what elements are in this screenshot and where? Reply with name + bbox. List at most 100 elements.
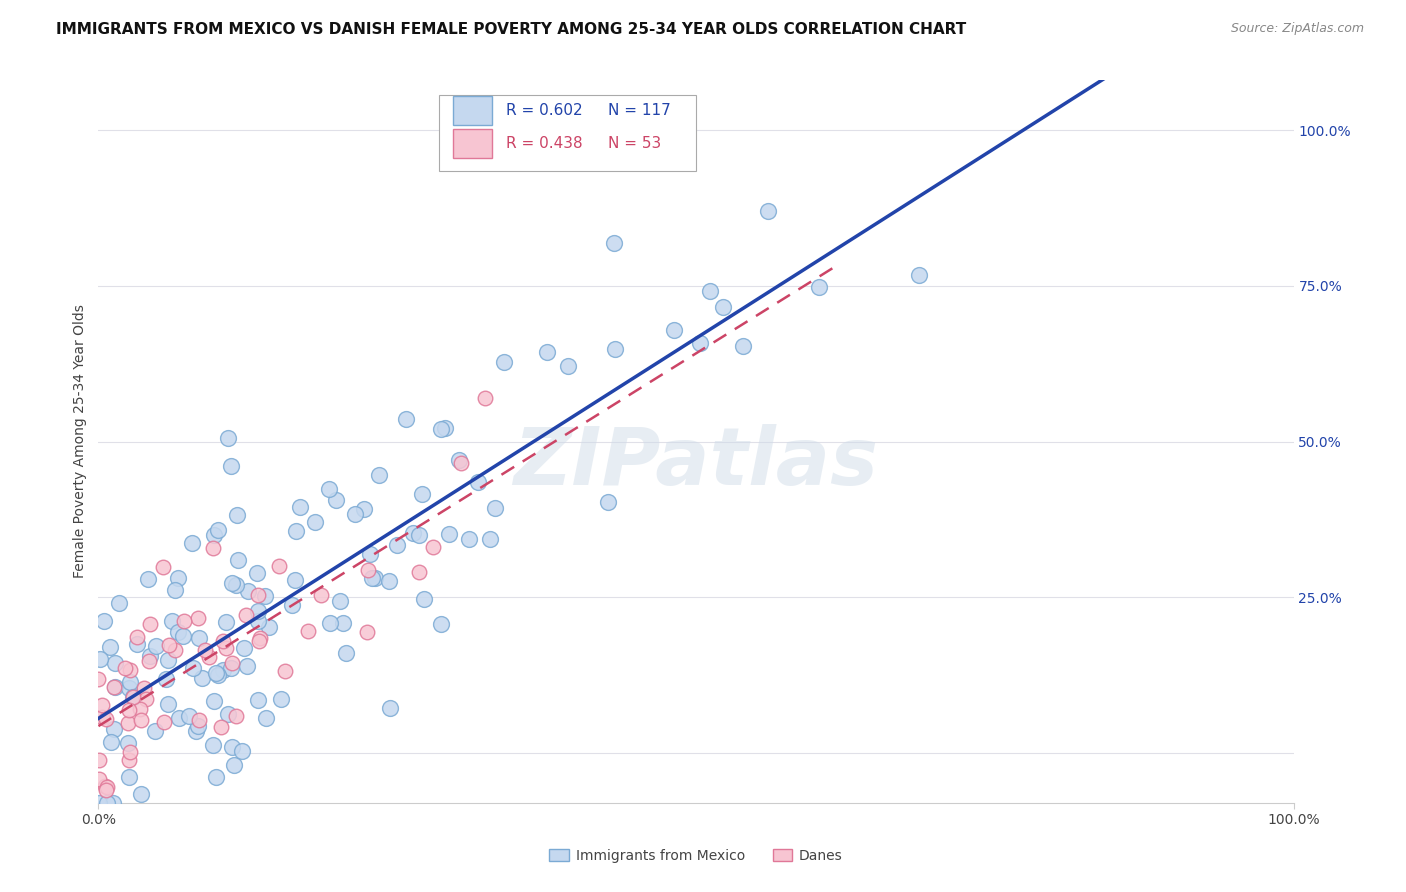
Point (114, 661, 136, 675)
Point (94, 712, 117, 726)
Point (249, 631, 271, 645)
Point (165, 583, 187, 598)
Point (183, 661, 205, 675)
Legend: Immigrants from Mexico, Danes: Immigrants from Mexico, Danes (544, 843, 848, 868)
Point (408, 528, 430, 542)
Point (246, 614, 269, 628)
Point (118, 770, 141, 784)
Point (118, 746, 141, 760)
Point (103, 680, 125, 694)
Point (202, 738, 225, 752)
Point (494, 355, 516, 369)
Point (605, 342, 627, 356)
Point (163, 642, 186, 657)
Point (288, 500, 311, 514)
Point (422, 541, 444, 555)
Point (89, 652, 111, 666)
Point (187, 631, 209, 645)
Point (557, 359, 579, 373)
Text: N = 53: N = 53 (607, 136, 661, 152)
Point (225, 709, 247, 723)
Point (689, 335, 711, 350)
Point (309, 588, 332, 602)
Point (138, 654, 160, 668)
Point (467, 475, 489, 489)
Point (215, 640, 238, 655)
Point (187, 718, 209, 732)
Point (343, 507, 366, 521)
Point (222, 758, 245, 772)
Point (808, 279, 831, 293)
Point (166, 625, 188, 640)
Point (284, 573, 307, 587)
Point (253, 589, 276, 603)
Point (108, 596, 131, 610)
Point (232, 640, 254, 655)
Point (385, 538, 408, 552)
Point (756, 204, 779, 219)
Point (304, 515, 326, 529)
Point (221, 739, 243, 754)
Text: ZIPatlas: ZIPatlas (513, 425, 879, 502)
Point (235, 607, 257, 622)
Point (353, 502, 375, 516)
Point (246, 588, 269, 602)
FancyBboxPatch shape (453, 96, 492, 125)
Point (274, 665, 297, 679)
Point (190, 671, 212, 685)
Point (117, 716, 139, 731)
Point (318, 616, 340, 631)
Point (332, 615, 354, 630)
Point (246, 693, 269, 707)
Text: IMMIGRANTS FROM MEXICO VS DANISH FEMALE POVERTY AMONG 25-34 YEAR OLDS CORRELATIO: IMMIGRANTS FROM MEXICO VS DANISH FEMALE … (56, 22, 966, 37)
Point (94, 779, 117, 793)
Point (270, 691, 292, 706)
Point (217, 706, 239, 721)
Point (96, 796, 118, 810)
Point (134, 681, 156, 695)
Point (221, 576, 243, 591)
Point (187, 611, 209, 625)
Point (908, 268, 931, 282)
Point (145, 640, 167, 654)
Point (129, 788, 152, 802)
Point (122, 690, 145, 704)
Point (359, 547, 381, 561)
Point (94, 783, 117, 797)
Point (202, 527, 225, 541)
Point (408, 565, 430, 579)
Point (152, 560, 174, 574)
Point (207, 668, 229, 682)
Point (139, 648, 162, 663)
Point (177, 709, 200, 723)
Point (118, 753, 141, 767)
Point (101, 796, 124, 810)
Point (121, 690, 143, 704)
Point (205, 770, 228, 784)
Point (96, 780, 118, 794)
Point (699, 284, 721, 298)
Bar (439, 95, 696, 170)
Point (219, 661, 242, 675)
Point (93, 614, 115, 628)
Point (217, 431, 239, 445)
Point (202, 541, 225, 555)
Point (197, 649, 219, 664)
Point (413, 592, 436, 607)
Point (225, 578, 247, 592)
Text: N = 117: N = 117 (607, 103, 671, 118)
Point (157, 638, 180, 652)
Point (98, 640, 121, 655)
Point (204, 665, 226, 680)
Point (202, 694, 225, 708)
Point (188, 713, 211, 727)
Point (267, 559, 290, 574)
Point (536, 344, 558, 359)
Point (160, 615, 183, 629)
Point (135, 691, 157, 706)
Point (127, 637, 149, 651)
Point (364, 571, 387, 585)
Point (259, 619, 281, 633)
Point (236, 659, 259, 673)
Point (194, 642, 217, 657)
